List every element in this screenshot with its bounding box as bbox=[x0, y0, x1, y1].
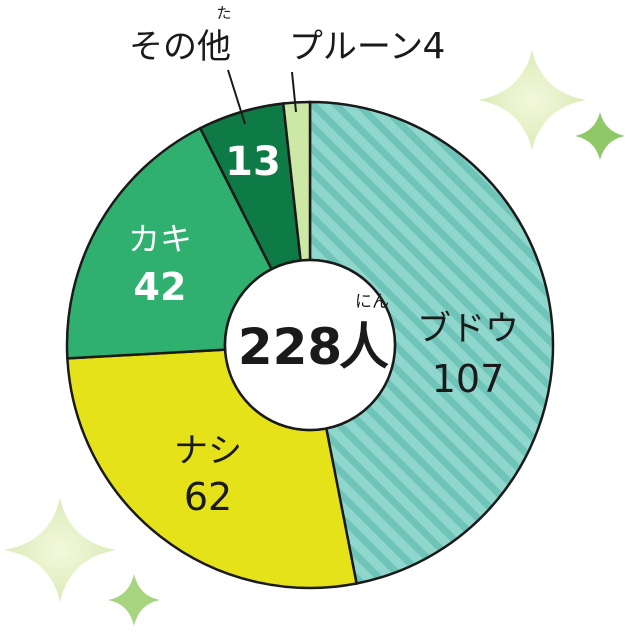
data-label: 62 bbox=[184, 475, 232, 519]
leader-line bbox=[291, 71, 297, 113]
data-label: 4 bbox=[423, 26, 446, 67]
slice-ruby: た bbox=[216, 4, 231, 22]
slice-label: その他 bbox=[129, 27, 231, 67]
slice-label: プルーン bbox=[289, 27, 423, 67]
data-label: 107 bbox=[432, 357, 505, 401]
slice-label: カキ bbox=[128, 220, 192, 258]
data-label: 13 bbox=[225, 139, 281, 185]
sparkle-icon bbox=[4, 498, 116, 602]
slice-label: ナシ bbox=[174, 431, 242, 471]
total-value: 228 bbox=[238, 318, 342, 376]
leader-line bbox=[227, 69, 246, 125]
donut-hole bbox=[223, 258, 397, 432]
sparkle-icon bbox=[478, 50, 586, 150]
total-unit: 人 bbox=[339, 318, 389, 376]
sparkle-icon bbox=[575, 112, 625, 160]
slice-label: ブドウ bbox=[417, 309, 519, 349]
total-ruby: にん bbox=[355, 292, 389, 312]
data-label: 42 bbox=[134, 265, 187, 309]
sparkle-icon bbox=[108, 574, 160, 626]
